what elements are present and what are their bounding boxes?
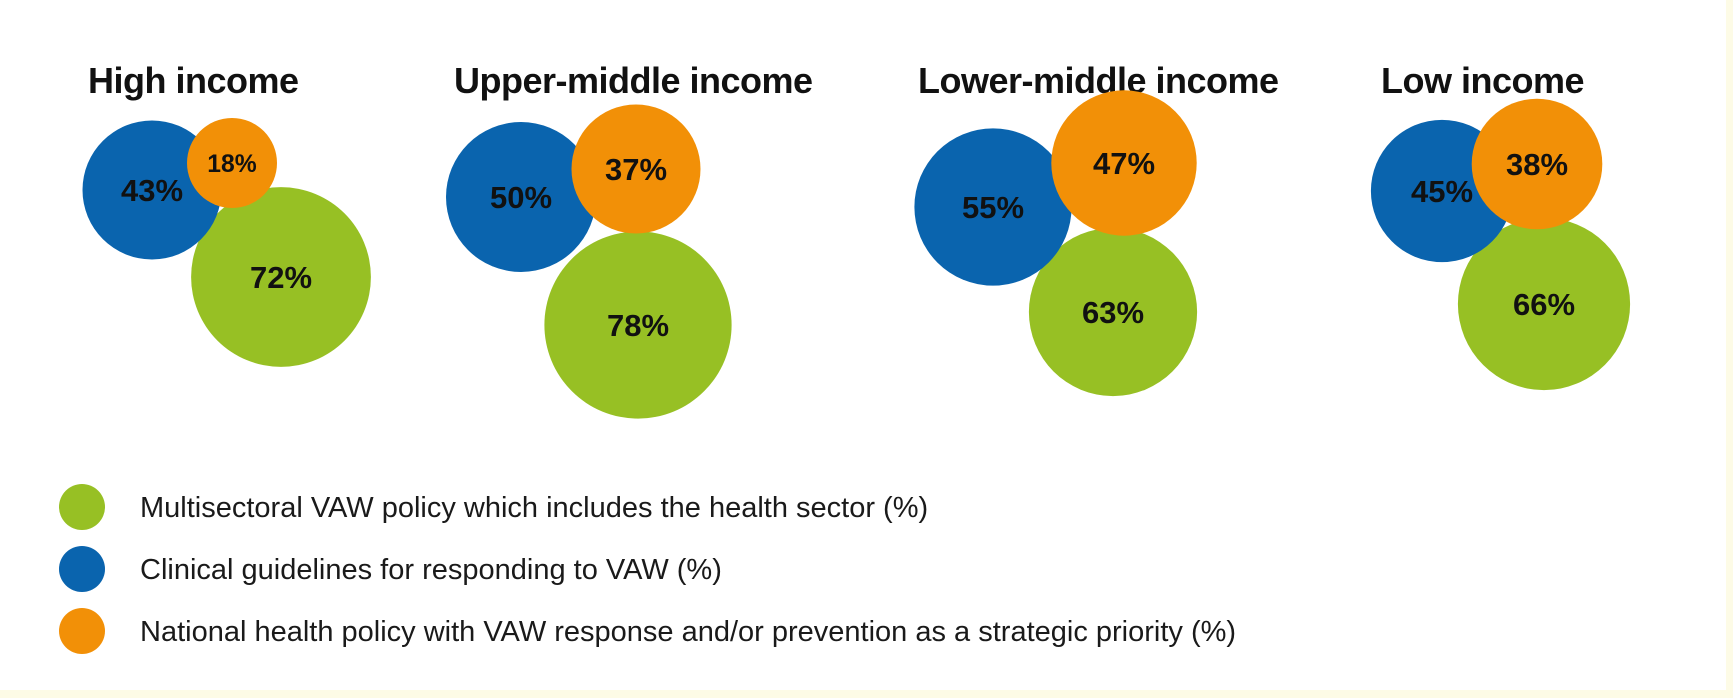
bubble bbox=[82, 120, 222, 260]
bubble bbox=[544, 231, 732, 419]
bubble bbox=[1457, 217, 1631, 391]
group-upper-middle-income: Upper-middle income 78% 50% 37% bbox=[446, 60, 813, 419]
legend-item: Clinical guidelines for responding to VA… bbox=[59, 546, 722, 592]
bubble-label: 45% bbox=[1411, 174, 1473, 209]
group-low-income: Low income 66% 45% 38% bbox=[1370, 60, 1631, 391]
bubble-label: 47% bbox=[1093, 146, 1155, 181]
legend-label: Multisectoral VAW policy which includes … bbox=[140, 492, 928, 524]
bubble bbox=[191, 187, 371, 367]
bubble bbox=[1028, 227, 1198, 397]
group-title: High income bbox=[88, 60, 299, 101]
bubble bbox=[571, 104, 701, 234]
bubble-label: 78% bbox=[607, 308, 669, 343]
legend-label: Clinical guidelines for responding to VA… bbox=[140, 554, 722, 586]
bubble-label: 55% bbox=[962, 190, 1024, 225]
legend-item: Multisectoral VAW policy which includes … bbox=[59, 484, 928, 530]
bubble bbox=[914, 128, 1072, 286]
group-title: Upper-middle income bbox=[454, 60, 813, 101]
bubble-label: 66% bbox=[1513, 287, 1575, 322]
legend-label: National health policy with VAW response… bbox=[140, 616, 1236, 648]
bubble-label: 50% bbox=[490, 180, 552, 215]
bubble bbox=[1051, 90, 1197, 236]
legend-item: National health policy with VAW response… bbox=[59, 608, 1236, 654]
bubble bbox=[1471, 98, 1603, 230]
legend: Multisectoral VAW policy which includes … bbox=[59, 484, 1236, 654]
bubble-label: 63% bbox=[1082, 295, 1144, 330]
bubble-label: 38% bbox=[1506, 147, 1568, 182]
legend-swatch bbox=[59, 484, 105, 530]
bubble-groups: High income 72% 43% 18% Upper-middle income 7… bbox=[82, 60, 1631, 419]
group-high-income: High income 72% 43% 18% bbox=[82, 60, 371, 367]
bubble bbox=[446, 122, 596, 272]
group-title: Lower-middle income bbox=[918, 60, 1279, 101]
bubble-label: 37% bbox=[605, 152, 667, 187]
bubble-label: 72% bbox=[250, 260, 312, 295]
group-lower-middle-income: Lower-middle income 63% 55% 47% bbox=[914, 60, 1279, 397]
legend-swatch bbox=[59, 546, 105, 592]
group-title: Low income bbox=[1381, 60, 1584, 101]
bubble-label: 43% bbox=[121, 173, 183, 208]
bubble-label: 18% bbox=[207, 151, 256, 178]
bubble bbox=[187, 118, 277, 208]
legend-swatch bbox=[59, 608, 105, 654]
